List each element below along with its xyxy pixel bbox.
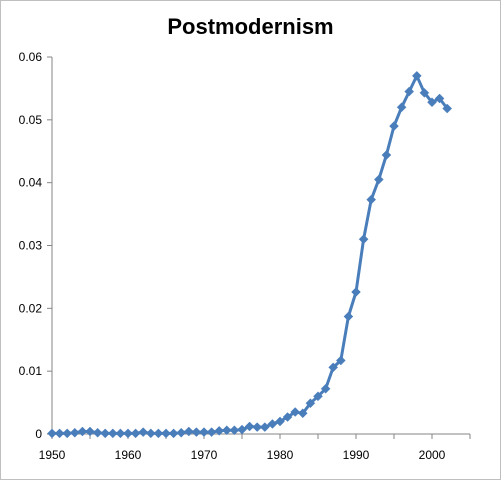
data-point bbox=[411, 70, 422, 81]
y-tick-label: 0.06 bbox=[19, 50, 43, 64]
y-tick-label: 0.01 bbox=[19, 364, 43, 378]
data-point bbox=[427, 97, 437, 108]
x-tick-label: 1980 bbox=[267, 448, 294, 462]
x-tick-label: 1960 bbox=[115, 448, 142, 462]
y-tick-label: 0 bbox=[35, 427, 42, 441]
data-point bbox=[358, 234, 369, 245]
data-point bbox=[92, 427, 103, 438]
series-markers bbox=[47, 70, 453, 439]
data-point bbox=[62, 428, 73, 439]
data-point bbox=[335, 355, 346, 366]
data-point bbox=[282, 412, 293, 422]
data-point bbox=[199, 427, 209, 437]
data-point bbox=[434, 93, 445, 104]
data-point bbox=[343, 311, 354, 322]
data-point bbox=[191, 427, 202, 437]
data-point bbox=[252, 422, 263, 432]
data-point bbox=[373, 174, 384, 185]
data-point bbox=[183, 426, 194, 437]
data-point bbox=[221, 425, 232, 436]
data-point bbox=[244, 421, 255, 432]
data-point bbox=[138, 427, 149, 437]
data-point bbox=[419, 87, 430, 98]
data-point bbox=[123, 428, 133, 439]
y-tick-label: 0.04 bbox=[19, 176, 43, 190]
x-tick-label: 1950 bbox=[39, 448, 66, 462]
data-point bbox=[267, 419, 278, 429]
x-tick-label: 2000 bbox=[419, 448, 446, 462]
data-point bbox=[313, 391, 323, 402]
data-point bbox=[366, 194, 377, 205]
data-point bbox=[389, 121, 399, 131]
data-point bbox=[100, 428, 111, 439]
data-point bbox=[396, 102, 407, 113]
data-point bbox=[297, 408, 308, 419]
data-point bbox=[115, 428, 126, 439]
series-line bbox=[52, 74, 449, 435]
data-point bbox=[275, 416, 285, 427]
x-tick-label: 1990 bbox=[343, 448, 370, 462]
data-point bbox=[47, 428, 57, 439]
data-point bbox=[229, 425, 240, 436]
data-point bbox=[153, 428, 164, 439]
data-point bbox=[404, 86, 415, 97]
data-point bbox=[69, 427, 80, 438]
data-point bbox=[320, 383, 331, 394]
data-point bbox=[77, 426, 88, 437]
data-point bbox=[145, 428, 156, 439]
data-point bbox=[54, 428, 65, 439]
data-point bbox=[351, 287, 361, 297]
data-point bbox=[130, 428, 141, 439]
data-point bbox=[328, 362, 339, 373]
data-point bbox=[168, 428, 179, 439]
data-point bbox=[107, 428, 118, 439]
y-tick-label: 0.03 bbox=[19, 239, 43, 253]
data-point bbox=[381, 150, 392, 160]
data-point bbox=[206, 427, 217, 437]
y-ticks: 0 0.01 0.02 0.03 0.04 0.05 0.06 bbox=[19, 50, 52, 441]
chart-title: Postmodernism bbox=[167, 14, 334, 39]
y-tick-label: 0.02 bbox=[19, 301, 43, 315]
x-tick-label: 1970 bbox=[191, 448, 218, 462]
data-point bbox=[305, 398, 316, 409]
data-point bbox=[176, 427, 187, 438]
data-point bbox=[259, 422, 270, 432]
data-point bbox=[290, 407, 301, 417]
x-ticks: 1950 1960 1970 1980 1990 2000 bbox=[39, 434, 471, 462]
y-tick-label: 0.05 bbox=[19, 113, 43, 127]
data-point bbox=[161, 428, 171, 439]
data-point bbox=[237, 424, 247, 435]
data-point bbox=[442, 103, 453, 114]
data-point bbox=[85, 426, 95, 437]
data-point bbox=[214, 426, 225, 436]
